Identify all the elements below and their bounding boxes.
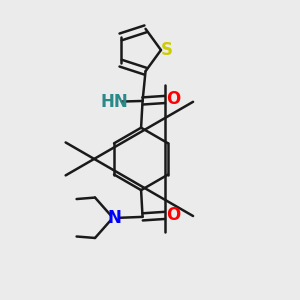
Text: O: O — [166, 206, 180, 224]
Text: S: S — [160, 41, 172, 59]
Text: N: N — [107, 209, 121, 227]
Text: O: O — [166, 91, 180, 109]
Text: HN: HN — [100, 93, 128, 111]
